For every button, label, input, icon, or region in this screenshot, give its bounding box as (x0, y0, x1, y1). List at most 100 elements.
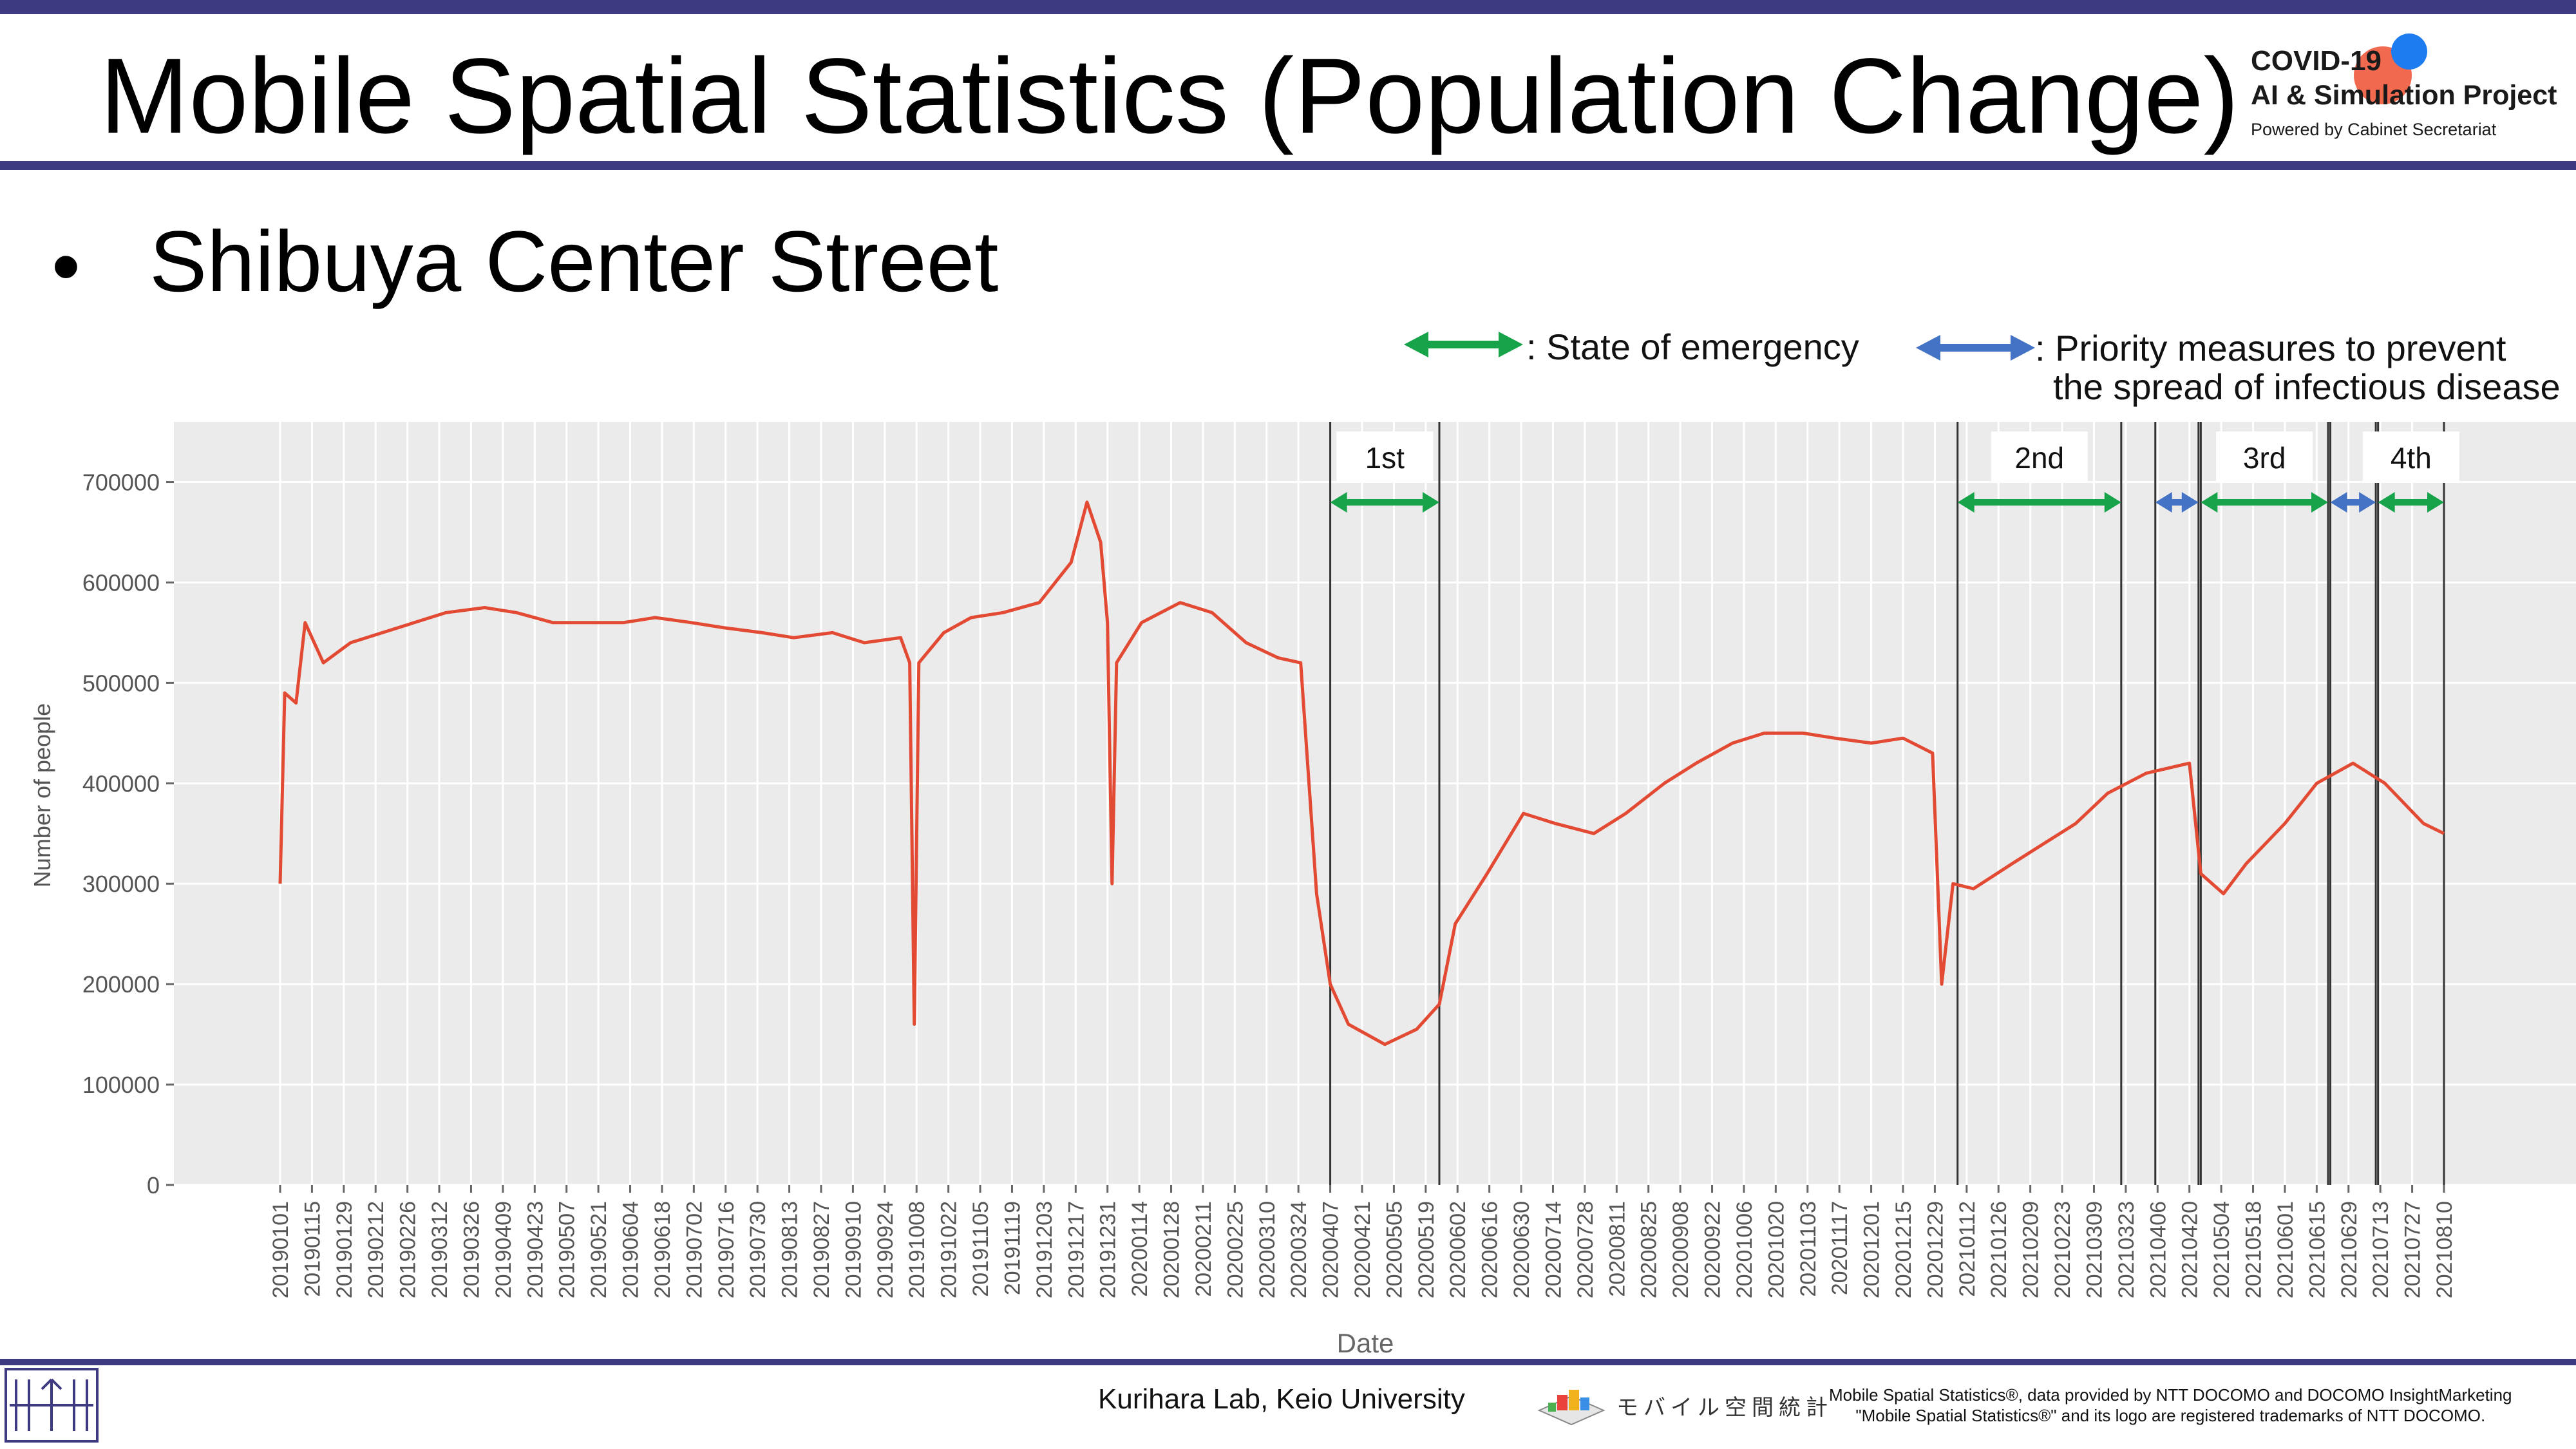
emergency-legend-label: : State of emergency (1526, 327, 1859, 367)
x-tick-label: 20190924 (873, 1201, 898, 1298)
x-tick-label: 20190212 (364, 1201, 388, 1298)
x-tick-label: 20191217 (1064, 1201, 1088, 1298)
footer-lab-name: Kurihara Lab, Keio University (1098, 1383, 1465, 1415)
x-tick-label: 20201020 (1764, 1201, 1788, 1298)
x-tick-label: 20201103 (1796, 1201, 1821, 1297)
x-tick-label: 20201201 (1860, 1201, 1884, 1298)
emergency-arrow-3rd (2201, 492, 2328, 513)
x-tick-label: 20190226 (396, 1201, 421, 1298)
x-tick-label: 20191022 (937, 1201, 961, 1298)
priority-measures-arrow (2155, 492, 2199, 513)
x-tick-label: 20200519 (1414, 1201, 1439, 1298)
y-tick-label: 100000 (82, 1072, 160, 1098)
x-tick-label: 20210406 (2146, 1201, 2170, 1298)
x-tick-label: 20200728 (1573, 1201, 1598, 1298)
x-tick-label: 20200114 (1128, 1201, 1152, 1297)
x-tick-label: 20190813 (778, 1201, 802, 1298)
annotation-label-box (1336, 431, 1434, 483)
project-logo: COVID-19 AI & Simulation Project Powered… (2251, 33, 2557, 149)
x-tick-label: 20190507 (555, 1201, 580, 1298)
x-tick-label: 20210518 (2242, 1201, 2266, 1298)
plot-panel (174, 422, 2576, 1185)
annotation-label-4th: 4th (2391, 441, 2432, 475)
bullet-marker: • (52, 220, 80, 312)
x-tick-label: 20210420 (2178, 1201, 2202, 1298)
x-tick-label: 20200630 (1510, 1201, 1534, 1298)
x-tick-label: 20200324 (1287, 1201, 1311, 1298)
y-tick-label: 500000 (82, 670, 160, 696)
y-tick-label: 400000 (82, 770, 160, 797)
emergency-arrow-2nd (1957, 492, 2121, 513)
x-tick-label: 20191008 (905, 1201, 929, 1298)
x-tick-label: 20191105 (969, 1201, 993, 1297)
x-tick-label: 20210126 (1987, 1201, 2011, 1298)
x-tick-label: 20190702 (682, 1201, 706, 1298)
x-tick-label: 20201229 (1923, 1201, 1947, 1298)
top-rule (0, 0, 2576, 14)
x-tick-label: 20210309 (2082, 1201, 2107, 1298)
keio-logo-icon (5, 1368, 99, 1443)
logo-line-1: COVID-19 (2251, 45, 2382, 77)
x-tick-label: 20190115 (300, 1201, 325, 1297)
x-tick-label: 20190730 (746, 1201, 770, 1298)
priority-legend-label-line1: : Priority measures to prevent (2035, 328, 2506, 368)
footer-trademark-note: Mobile Spatial Statistics®, data provide… (1829, 1385, 2512, 1426)
x-tick-label: 20210601 (2273, 1201, 2298, 1298)
x-tick-label: 20190101 (269, 1201, 293, 1298)
logo-line-3: Powered by Cabinet Secretariat (2251, 120, 2497, 139)
x-tick-label: 20210615 (2305, 1201, 2329, 1298)
emergency-arrow-1st (1330, 492, 1439, 513)
x-tick-label: 20200128 (1160, 1201, 1184, 1298)
priority-legend-label-line2: the spread of infectious disease (2053, 366, 2561, 407)
x-tick-label: 20200616 (1478, 1201, 1502, 1298)
x-tick-label: 20210629 (2337, 1201, 2362, 1298)
slide-subtitle: Shibuya Center Street (149, 214, 999, 310)
x-tick-label: 20190827 (810, 1201, 834, 1298)
mobile-spatial-statistics-logo-text: モバイル空間統計 (1616, 1396, 1833, 1420)
x-tick-label: 20190129 (332, 1201, 357, 1298)
footer-note-line-2: "Mobile Spatial Statistics®" and its log… (1855, 1406, 2486, 1425)
x-tick-label: 20210223 (2050, 1201, 2075, 1298)
y-tick-label: 200000 (82, 971, 160, 998)
annotation-label-box (2362, 431, 2459, 483)
annotation-label-box (2216, 431, 2313, 483)
x-tick-label: 20191119 (1000, 1201, 1025, 1295)
y-axis-label: Number of people (29, 703, 55, 887)
y-tick-label: 300000 (82, 871, 160, 897)
x-tick-label: 20200908 (1669, 1201, 1693, 1298)
annotation-label-3rd: 3rd (2243, 441, 2286, 475)
annotation-label-2nd: 2nd (2014, 441, 2064, 475)
y-tick-label: 700000 (82, 469, 160, 496)
x-tick-label: 20200602 (1446, 1201, 1470, 1298)
x-tick-label: 20200714 (1541, 1201, 1566, 1298)
x-tick-label: 20210504 (2210, 1201, 2234, 1298)
priority-measures-arrow (2330, 492, 2376, 513)
x-tick-label: 20201006 (1732, 1201, 1757, 1298)
x-tick-label: 20210112 (1955, 1201, 1980, 1297)
x-tick-label: 20210323 (2114, 1201, 2139, 1298)
x-tick-label: 20191231 (1096, 1201, 1121, 1298)
x-tick-label: 20210810 (2432, 1201, 2457, 1298)
annotation-label-1st: 1st (1365, 441, 1405, 475)
x-tick-label: 20200825 (1637, 1201, 1662, 1298)
x-tick-label: 20200407 (1319, 1201, 1343, 1298)
header-rule (0, 161, 2576, 170)
x-tick-label: 20190409 (491, 1201, 516, 1298)
x-tick-label: 20210209 (2019, 1201, 2043, 1298)
footer-note-line-1: Mobile Spatial Statistics®, data provide… (1829, 1385, 2512, 1405)
y-tick-label: 0 (147, 1172, 160, 1198)
mobile-spatial-statistics-logo-icon (1537, 1390, 1605, 1426)
x-tick-label: 20200811 (1605, 1201, 1629, 1297)
logo-blue-circle (2391, 33, 2427, 70)
x-tick-label: 20201117 (1828, 1201, 1852, 1295)
x-tick-label: 20190716 (714, 1201, 739, 1298)
y-tick-label: 600000 (82, 569, 160, 596)
x-tick-label: 20210713 (2369, 1201, 2393, 1298)
x-tick-label: 20200225 (1223, 1201, 1247, 1298)
footer-rule (0, 1359, 2576, 1365)
logo-line-2: AI & Simulation Project (2251, 80, 2557, 111)
x-tick-label: 20200922 (1701, 1201, 1725, 1298)
x-tick-label: 20190604 (619, 1201, 643, 1298)
x-tick-label: 20190910 (841, 1201, 866, 1298)
